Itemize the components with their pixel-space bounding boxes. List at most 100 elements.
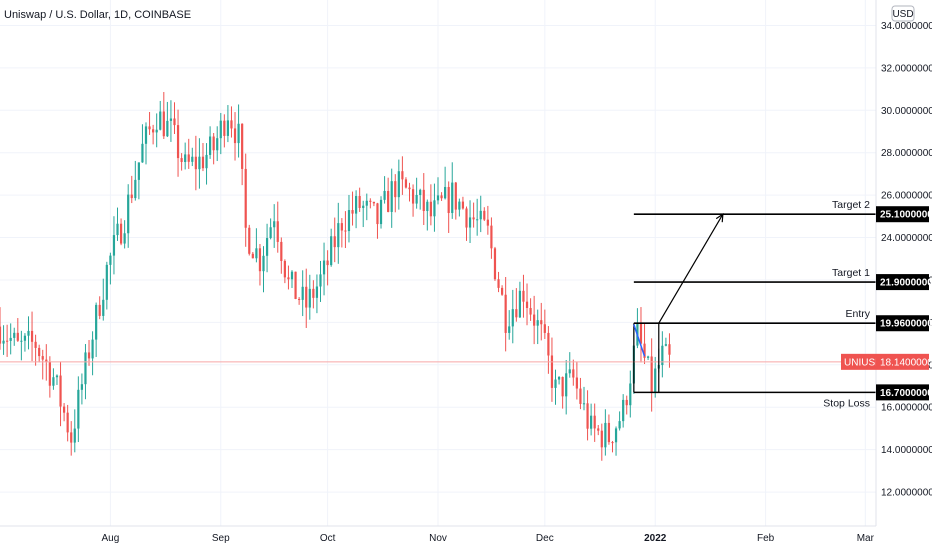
- time-axis[interactable]: Aug Sep Oct Nov Dec 2022 Feb Mar: [101, 533, 874, 544]
- price-tick-label[interactable]: 30.00000000: [881, 106, 932, 117]
- candle-body: [625, 399, 628, 406]
- candle-body: [280, 241, 283, 261]
- candle-body: [48, 362, 51, 386]
- candle-body: [105, 264, 108, 300]
- candle-body: [294, 271, 297, 299]
- level-label: Target 2: [832, 199, 870, 211]
- candle-body: [650, 356, 653, 393]
- candle-body: [668, 344, 671, 355]
- candle-body: [305, 286, 308, 308]
- candle-body: [27, 330, 30, 336]
- candle-body: [41, 356, 44, 360]
- candle-body: [533, 314, 536, 326]
- currency-button-frame[interactable]: [891, 5, 915, 22]
- time-tick-label[interactable]: Mar: [857, 533, 875, 544]
- trade-levels: Target 2 Target 1 Entry Stop Loss: [633, 199, 876, 409]
- candle-body: [611, 442, 614, 444]
- candle-body: [251, 253, 254, 259]
- candle-body: [45, 359, 48, 363]
- level-tag: [876, 384, 929, 401]
- candle-body: [109, 255, 112, 265]
- candle-body: [518, 290, 522, 318]
- candle-body: [461, 201, 465, 209]
- candle-body: [529, 307, 532, 315]
- level-tag-value: 25.10000000: [880, 210, 932, 221]
- candle-body: [515, 309, 518, 318]
- candle-body: [354, 196, 358, 214]
- candle-body: [98, 304, 101, 316]
- candle-body: [152, 129, 155, 133]
- candle-body: [365, 200, 368, 206]
- candle-body: [269, 227, 272, 239]
- price-tick-label[interactable]: 24.00000000: [881, 233, 932, 244]
- candle-body: [159, 111, 162, 130]
- candle-body: [540, 320, 543, 325]
- candle-body: [91, 339, 94, 359]
- candle-body: [369, 200, 372, 202]
- candle-body: [415, 194, 418, 204]
- candle-body: [383, 190, 386, 200]
- candle-body: [0, 326, 2, 344]
- candle-body: [362, 205, 365, 208]
- candle-body: [490, 225, 493, 249]
- currency-label[interactable]: USD: [892, 9, 913, 20]
- candle-body: [408, 187, 411, 190]
- candle-body: [212, 136, 215, 151]
- price-tick-label[interactable]: 34.00000000: [881, 21, 932, 32]
- time-tick-label[interactable]: Dec: [536, 533, 554, 544]
- time-tick-label[interactable]: 2022: [644, 533, 667, 544]
- price-axis[interactable]: 34.00000000 32.00000000 30.00000000 28.0000…: [881, 21, 932, 499]
- candle-body: [614, 428, 618, 443]
- axes: [0, 0, 877, 527]
- candle-body: [497, 279, 500, 288]
- price-tick-label[interactable]: 32.00000000: [881, 63, 932, 74]
- candle-body: [429, 201, 432, 217]
- price-tick-label[interactable]: 14.00000000: [881, 445, 932, 456]
- candle-body: [255, 248, 258, 259]
- price-tick-label[interactable]: 26.00000000: [881, 191, 932, 202]
- candle-body: [483, 210, 486, 220]
- candle-body: [468, 217, 472, 228]
- candle-body: [52, 377, 55, 386]
- candle-body: [472, 217, 475, 220]
- grid: [0, 0, 876, 526]
- candle-body: [16, 332, 19, 341]
- candle-body: [77, 389, 80, 429]
- trend-line: [633, 324, 646, 357]
- candles: [0, 92, 671, 461]
- price-tick-label[interactable]: 28.00000000: [881, 148, 932, 159]
- price-tick-label[interactable]: 12.00000000: [881, 488, 932, 499]
- candle-body: [401, 171, 404, 180]
- time-tick-label[interactable]: Nov: [429, 533, 447, 544]
- price-tick-label[interactable]: 16.00000000: [881, 403, 932, 414]
- candle-body: [600, 430, 603, 448]
- time-tick-label[interactable]: Aug: [101, 533, 119, 544]
- candle-body: [130, 194, 133, 199]
- price-tags: 25.10000000 21.90000000 19.96000000 16.7000…: [841, 206, 932, 401]
- candle-body: [511, 309, 514, 327]
- candle-body: [184, 154, 187, 162]
- candle-body: [162, 111, 165, 137]
- time-tick-label[interactable]: Sep: [212, 533, 230, 544]
- candle-body: [326, 260, 329, 266]
- arrow-head-icon: [715, 213, 724, 223]
- candle-body: [155, 129, 158, 133]
- candle-body: [283, 260, 286, 278]
- candle-body: [301, 286, 304, 300]
- target-arrow: [658, 213, 724, 324]
- candle-body: [579, 388, 582, 404]
- candle-body: [148, 126, 151, 130]
- time-tick-label[interactable]: Oct: [320, 533, 336, 544]
- time-tick-label[interactable]: Feb: [757, 533, 775, 544]
- candle-body: [187, 154, 190, 162]
- level-tag-value: 21.90000000: [880, 278, 932, 289]
- candle-body: [387, 190, 390, 212]
- candle-body: [550, 355, 554, 388]
- currency-button[interactable]: USD: [891, 5, 915, 22]
- candle-body: [565, 373, 568, 397]
- candle-body: [30, 330, 34, 342]
- candle-body: [144, 126, 148, 144]
- level-tag: [876, 315, 929, 332]
- candle-body: [216, 138, 219, 151]
